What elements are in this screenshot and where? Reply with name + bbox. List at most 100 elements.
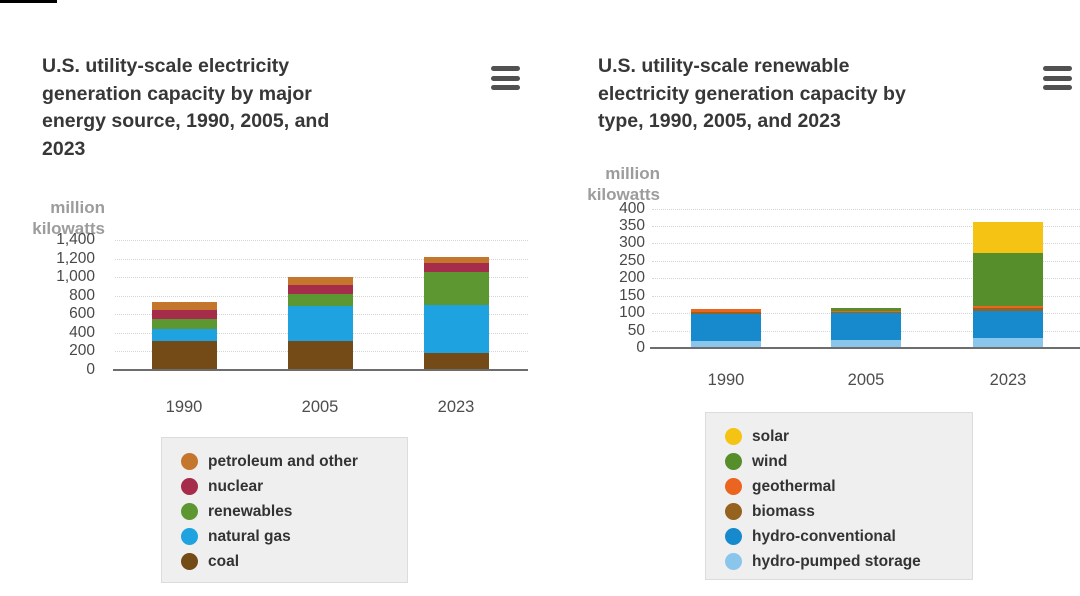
legend-item[interactable]: petroleum and other	[181, 449, 407, 474]
y-axis-title: million kilowatts	[32, 198, 105, 238]
y-tick-label: 300	[619, 234, 645, 252]
legend-item-label: nuclear	[208, 477, 264, 495]
y-tick-label: 150	[619, 286, 645, 304]
legend-item[interactable]: coal	[181, 549, 407, 574]
legend-item[interactable]: solar	[725, 424, 972, 449]
bar-segment-nuclear[interactable]	[287, 284, 353, 295]
y-tick-label: 600	[69, 305, 95, 323]
y-axis-title: million kilowatts	[587, 164, 660, 204]
x-tick-label: 2023	[989, 371, 1027, 389]
bar-segment-geothermal[interactable]	[691, 308, 761, 313]
bar-segment-petroleum-and-other[interactable]	[151, 301, 217, 310]
bar-segment-petroleum-and-other[interactable]	[287, 277, 353, 285]
y-tick-label: 1,000	[56, 268, 95, 286]
hamburger-menu-icon	[1043, 75, 1072, 81]
legend-item[interactable]: wind	[725, 449, 972, 474]
y-tick-label: 1,200	[56, 249, 95, 267]
bar-segment-natural-gas[interactable]	[151, 328, 217, 342]
y-tick-label: 100	[619, 304, 645, 322]
bar-segment-wind[interactable]	[831, 307, 901, 312]
legend-capacity: petroleum and other nuclear renewables natu…	[161, 437, 408, 583]
legend-item-label: solar	[752, 427, 790, 445]
bar-segment-biomass[interactable]	[691, 312, 761, 314]
legend-swatch-icon	[725, 428, 742, 445]
x-tick-label: 1990	[707, 371, 745, 389]
bar-segment-wind[interactable]	[973, 253, 1043, 307]
bar-segment-hydro-conventional[interactable]	[691, 313, 761, 341]
legend-swatch-icon	[725, 503, 742, 520]
hamburger-menu-icon	[1043, 66, 1072, 71]
gridline	[652, 208, 1080, 210]
bar-segment-coal[interactable]	[423, 353, 489, 369]
legend-item-label: biomass	[752, 502, 815, 520]
legend-swatch-icon	[181, 553, 198, 570]
bar-segment-natural-gas[interactable]	[423, 304, 489, 354]
legend-item-label: hydro-pumped storage	[752, 552, 921, 570]
y-tick-label: 400	[69, 323, 95, 341]
legend-swatch-icon	[725, 453, 742, 470]
legend-item-label: geothermal	[752, 477, 836, 495]
x-tick-label: 1990	[165, 398, 203, 416]
bar-segment-hydro-conventional[interactable]	[831, 312, 901, 340]
x-axis-line	[113, 369, 528, 371]
bar-segment-hydro-pumped-storage[interactable]	[831, 339, 901, 347]
legend-swatch-icon	[725, 553, 742, 570]
legend-item[interactable]: natural gas	[181, 524, 407, 549]
legend-item-label: petroleum and other	[208, 452, 358, 470]
bar-segment-coal[interactable]	[287, 341, 353, 369]
bar-segment-biomass[interactable]	[973, 308, 1043, 312]
hamburger-menu-icon	[491, 85, 520, 90]
legend-item[interactable]: biomass	[725, 499, 972, 524]
y-tick-label: 350	[619, 217, 645, 235]
bar-segment-geothermal[interactable]	[831, 311, 901, 312]
legend-item-label: renewables	[208, 502, 293, 520]
legend-swatch-icon	[181, 478, 198, 495]
chart-title-capacity: U.S. utility-scale electricity generatio…	[42, 55, 330, 160]
hamburger-menu-icon	[491, 75, 520, 81]
bar-segment-hydro-pumped-storage[interactable]	[691, 340, 761, 347]
legend-renewables: solar wind geothermal biomass hydro-conventi…	[705, 412, 973, 580]
bar-segment-geothermal[interactable]	[973, 306, 1043, 309]
x-tick-label: 2005	[847, 371, 885, 389]
gridline	[115, 240, 528, 241]
legend-item[interactable]: geothermal	[725, 474, 972, 499]
bar-segment-hydro-pumped-storage[interactable]	[973, 338, 1043, 347]
x-tick-label: 2005	[301, 398, 339, 416]
legend-swatch-icon	[181, 503, 198, 520]
bar-segment-biomass[interactable]	[831, 311, 901, 313]
chart-title-renewables: U.S. utility-scale renewable electricity…	[598, 55, 906, 132]
legend-swatch-icon	[181, 528, 198, 545]
legend-swatch-icon	[725, 478, 742, 495]
legend-item-label: wind	[752, 452, 788, 470]
x-tick-label: 2023	[437, 398, 475, 416]
y-tick-label: 0	[636, 339, 645, 356]
legend-swatch-icon	[725, 528, 742, 545]
bar-segment-renewables[interactable]	[287, 294, 353, 306]
legend-item-label: hydro-conventional	[752, 527, 896, 545]
bar-segment-renewables[interactable]	[423, 272, 489, 305]
legend-item[interactable]: nuclear	[181, 474, 407, 499]
bar-segment-nuclear[interactable]	[151, 309, 217, 319]
hamburger-menu-icon	[1043, 85, 1072, 90]
legend-item-label: coal	[208, 552, 240, 570]
legend-item[interactable]: hydro-pumped storage	[725, 549, 972, 574]
y-tick-label: 200	[619, 269, 645, 287]
bar-segment-petroleum-and-other[interactable]	[423, 256, 489, 264]
bar-segment-solar[interactable]	[973, 221, 1043, 254]
bar-segment-natural-gas[interactable]	[287, 305, 353, 342]
y-tick-label: 0	[86, 361, 95, 378]
y-tick-label: 800	[69, 286, 95, 304]
bar-segment-renewables[interactable]	[151, 318, 217, 329]
legend-swatch-icon	[181, 453, 198, 470]
chart-context-menu-button[interactable]	[491, 66, 520, 90]
bar-segment-hydro-conventional[interactable]	[973, 311, 1043, 339]
bar-segment-nuclear[interactable]	[423, 263, 489, 273]
hamburger-menu-icon	[491, 66, 520, 71]
chart-context-menu-button[interactable]	[1043, 66, 1072, 90]
bar-segment-coal[interactable]	[151, 341, 217, 369]
corner-strip	[0, 0, 57, 3]
legend-item[interactable]: renewables	[181, 499, 407, 524]
x-axis-line	[650, 347, 1080, 349]
legend-item[interactable]: hydro-conventional	[725, 524, 972, 549]
